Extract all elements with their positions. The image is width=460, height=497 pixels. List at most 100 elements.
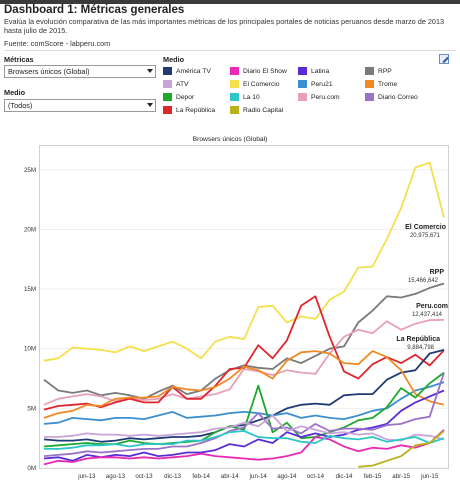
- legend-item[interactable]: Peru.com: [298, 93, 340, 103]
- legend-item[interactable]: El Comercio: [230, 80, 279, 90]
- medio-select[interactable]: (Todos): [4, 99, 156, 112]
- legend-item[interactable]: RPP: [365, 67, 392, 77]
- legend-label: Peru.com: [311, 94, 340, 101]
- divider: [4, 50, 456, 51]
- legend-title: Medio: [163, 55, 185, 64]
- annotation-value: 15,466,642: [408, 278, 439, 284]
- x-tick-label: jun-13: [77, 473, 96, 480]
- legend-item[interactable]: Latina: [298, 67, 329, 77]
- legend-swatch: [230, 67, 239, 75]
- legend-label: RPP: [378, 68, 392, 75]
- x-tick-label: ago-14: [277, 473, 297, 480]
- legend-swatch: [163, 67, 172, 75]
- legend-swatch: [163, 93, 172, 101]
- legend-label: El Comercio: [243, 81, 280, 88]
- legend-label: Latina: [311, 68, 330, 75]
- chart-title: Browsers únicos (Global): [192, 136, 268, 143]
- x-tick-label: oct-14: [307, 473, 325, 480]
- series-line: [44, 414, 445, 442]
- series-line: [358, 430, 445, 468]
- legend-swatch: [298, 67, 307, 75]
- dashboard-title: Dashboard 1: Métricas generales: [4, 4, 185, 16]
- x-tick-label: ago-13: [106, 473, 126, 480]
- legend-swatch: [365, 93, 374, 101]
- series-line: [43, 349, 445, 443]
- medio-filter-label: Medio: [4, 88, 26, 97]
- metricas-select[interactable]: Browsers únicos (Global): [4, 65, 156, 78]
- series-line: [43, 381, 445, 425]
- x-tick-label: abr-14: [221, 473, 239, 480]
- series-line: [43, 295, 445, 411]
- annotation-value: 12,437,414: [412, 312, 443, 318]
- x-tick-label: jun-14: [249, 473, 268, 480]
- x-tick-label: abr-15: [392, 473, 410, 480]
- legend-item[interactable]: Diario El Show: [230, 67, 287, 77]
- x-tick-label: dic-14: [336, 473, 353, 480]
- legend-label: Trome: [378, 81, 398, 88]
- x-tick-label: dic-13: [164, 473, 181, 480]
- y-tick-label: 15M: [24, 286, 36, 293]
- annotation-name: El Comercio: [405, 224, 446, 231]
- legend-item[interactable]: Depor: [163, 93, 194, 103]
- legend-swatch: [163, 106, 172, 114]
- chevron-down-icon: [147, 69, 153, 73]
- source-text: Fuente: comScore - labperu.com: [4, 39, 111, 48]
- legend-label: Radio Capital: [243, 107, 284, 114]
- annotation-value: 9,884,798: [407, 345, 434, 351]
- x-tick-label: feb-14: [192, 473, 210, 480]
- series-line: [43, 350, 445, 419]
- series-line: [43, 318, 445, 406]
- metricas-select-value: Browsers únicos (Global): [8, 67, 90, 76]
- legend-label: Diario Correo: [378, 94, 418, 101]
- legend-item[interactable]: Radio Capital: [230, 106, 283, 116]
- legend-label: ATV: [176, 81, 189, 88]
- legend-item[interactable]: ATV: [163, 80, 189, 90]
- legend-swatch: [365, 80, 374, 88]
- chevron-down-icon: [147, 103, 153, 107]
- legend-item[interactable]: La 10: [230, 93, 260, 103]
- series-line: [43, 429, 445, 466]
- series-line: [44, 430, 445, 450]
- annotation-name: Peru.com: [416, 303, 448, 310]
- legend-label: Peru21: [311, 81, 333, 88]
- top-bar: [0, 0, 460, 4]
- legend-item[interactable]: Diario Correo: [365, 93, 418, 103]
- legend-label: Diario El Show: [243, 68, 287, 75]
- annotation-value: 20,975,671: [410, 233, 441, 239]
- x-tick-label: feb-15: [364, 473, 382, 480]
- legend-item[interactable]: La República: [163, 106, 215, 116]
- annotation-name: La República: [396, 336, 440, 343]
- legend-swatch: [163, 80, 172, 88]
- legend-label: La República: [176, 107, 216, 114]
- legend-swatch: [230, 80, 239, 88]
- edit-icon[interactable]: [439, 54, 449, 64]
- legend-item[interactable]: Trome: [365, 80, 397, 90]
- legend-swatch: [298, 80, 307, 88]
- series-line: [43, 389, 445, 462]
- legend-swatch: [365, 67, 374, 75]
- medio-select-value: (Todos): [8, 101, 33, 110]
- annotation-name: RPP: [430, 269, 445, 276]
- legend-swatch: [230, 106, 239, 114]
- y-tick-label: 0M: [27, 465, 36, 472]
- y-tick-label: 10M: [24, 346, 36, 353]
- series-line: [43, 161, 445, 362]
- y-tick-label: 20M: [24, 226, 36, 233]
- legend-item[interactable]: Peru21: [298, 80, 333, 90]
- legend-label: Depor: [176, 94, 195, 101]
- y-tick-label: 5M: [27, 405, 36, 412]
- legend-label: La 10: [243, 94, 260, 101]
- y-tick-label: 25M: [24, 167, 36, 174]
- series-line: [43, 372, 445, 457]
- dashboard-subtitle: Evalúa la evolución comparativa de las m…: [4, 17, 445, 35]
- metricas-label: Métricas: [4, 55, 34, 64]
- legend-swatch: [230, 93, 239, 101]
- legend-label: América TV: [176, 68, 211, 75]
- series-line: [43, 282, 445, 400]
- chart-frame: [39, 145, 449, 469]
- legend-item[interactable]: América TV: [163, 67, 211, 77]
- x-tick-label: oct-13: [135, 473, 153, 480]
- x-tick-label: jun-15: [420, 473, 439, 480]
- legend-swatch: [298, 93, 307, 101]
